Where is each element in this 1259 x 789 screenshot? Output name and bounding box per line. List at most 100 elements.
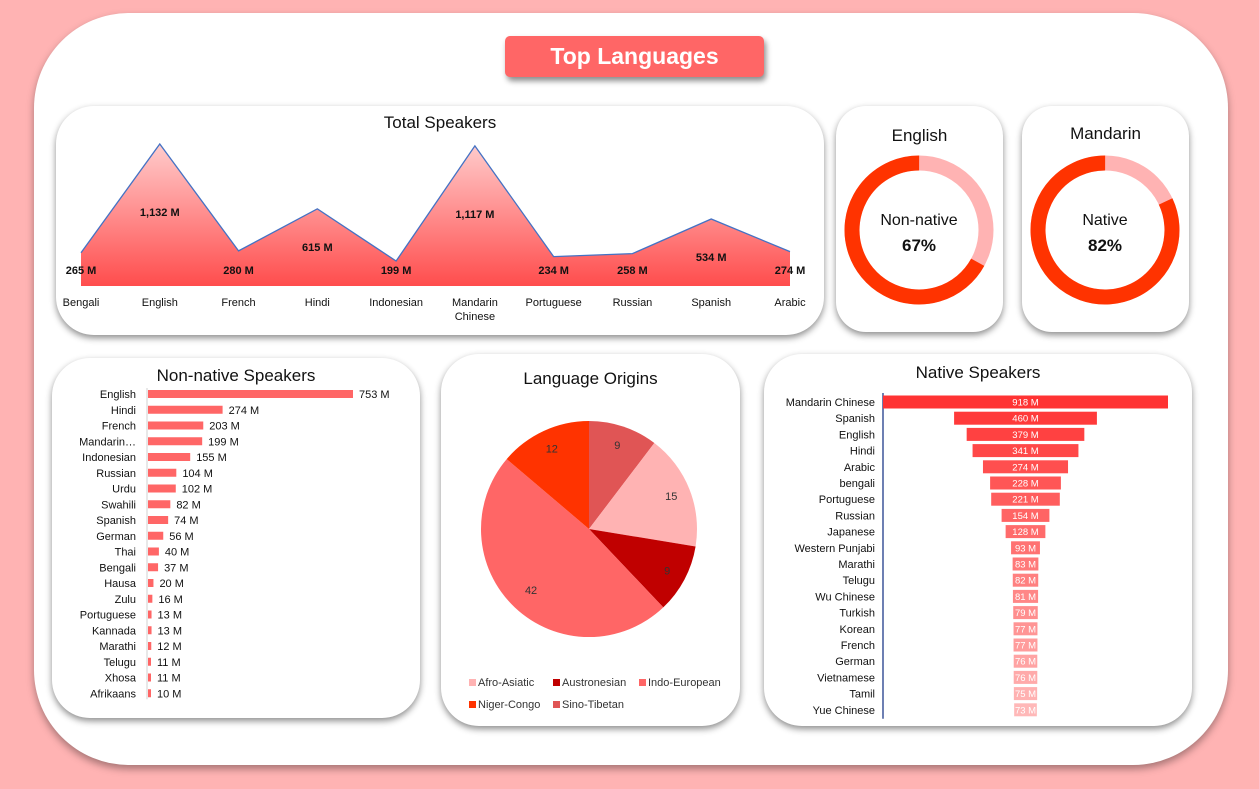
legend-swatch — [469, 679, 476, 686]
bar — [148, 657, 151, 666]
category-label: Spanish — [835, 413, 875, 425]
data-label: 1,117 M — [455, 209, 494, 221]
pie-slice — [589, 529, 696, 608]
data-label: 83 M — [1015, 560, 1036, 571]
data-label: 203 M — [209, 421, 240, 433]
bar — [1013, 687, 1038, 701]
bar — [148, 563, 159, 572]
bar — [1013, 654, 1038, 668]
bar — [1012, 573, 1039, 587]
data-label: 221 M — [1012, 495, 1038, 506]
legend-label: Afro-Asiatic — [478, 677, 535, 689]
data-label: 1,132 M — [140, 207, 180, 219]
category-label: French — [221, 297, 255, 309]
category-label: Afrikaans — [90, 688, 136, 700]
category-label: Wu Chinese — [815, 591, 875, 603]
data-label: 76 M — [1015, 673, 1036, 684]
category-label: Hindi — [111, 405, 136, 417]
data-label: 341 M — [1012, 446, 1038, 457]
data-label: 13 M — [158, 610, 182, 622]
slice-label: 42 — [525, 585, 537, 597]
category-label: Russian — [96, 468, 136, 480]
bar — [990, 476, 1061, 490]
category-label: Spanish — [691, 297, 731, 309]
category-label: Turkish — [839, 608, 875, 620]
category-label: Mandarin… — [79, 436, 136, 448]
bar — [1013, 638, 1038, 652]
category-label: Russian — [835, 510, 875, 522]
category-label: Tamil — [849, 689, 875, 701]
origins-chart: 9 15 9 42 12 Afro-Asiatic Austronesian Indo-Eur… — [469, 421, 721, 711]
category-label: Bengali — [99, 562, 136, 574]
data-label: 280 M — [223, 265, 254, 277]
category-label: Arabic — [774, 297, 806, 309]
bar — [148, 468, 177, 477]
area-fill — [81, 144, 790, 286]
data-label: 234 M — [538, 265, 569, 277]
data-label: 79 M — [1015, 608, 1036, 619]
data-label: 534 M — [696, 252, 727, 264]
category-label: Portuguese — [819, 494, 875, 506]
data-label: 460 M — [1012, 414, 1038, 425]
category-label: Japanese — [827, 527, 875, 539]
slice-label: 12 — [546, 444, 558, 456]
bar — [1012, 557, 1039, 571]
bar — [883, 395, 1168, 409]
slice-label: 9 — [664, 565, 670, 577]
bar — [148, 390, 353, 398]
bar — [954, 411, 1097, 425]
pie-slice — [480, 459, 664, 637]
data-label: 155 M — [196, 452, 227, 464]
data-label: 82 M — [1015, 576, 1036, 587]
slice-label: 15 — [665, 491, 677, 503]
category-label: English — [839, 429, 875, 441]
donut-segment — [1030, 155, 1180, 305]
origins-card: Language Origins 9 15 9 42 12 Afro-Asiatic Aus… — [441, 354, 740, 726]
category-label: Russian — [613, 297, 653, 309]
data-label: 379 M — [1012, 430, 1038, 441]
data-label: 77 M — [1015, 624, 1036, 635]
data-label: 81 M — [1015, 592, 1036, 603]
non-native-card: Non-native Speakers English 753 M Hindi 274… — [52, 358, 420, 718]
native-card: Native Speakers Mandarin Chinese 918 M Spa… — [764, 354, 1192, 726]
bar — [1013, 670, 1038, 684]
bar — [148, 673, 151, 682]
category-label: Western Punjabi — [794, 543, 875, 555]
bar — [991, 492, 1060, 506]
category-label: Xhosa — [105, 673, 137, 685]
category-label: Korean — [840, 624, 875, 636]
data-label: 37 M — [164, 562, 188, 574]
bar — [148, 642, 152, 650]
bar — [148, 610, 152, 619]
data-label: 12 M — [157, 641, 181, 653]
data-label: 74 M — [174, 515, 198, 527]
category-label: German — [835, 656, 875, 668]
bar — [148, 437, 203, 446]
data-label: 199 M — [208, 436, 239, 448]
total-speakers-title: Total Speakers — [383, 113, 497, 132]
bar — [1011, 541, 1040, 555]
data-label: 274 M — [229, 405, 260, 417]
data-label: 73 M — [1015, 705, 1036, 716]
bar — [1013, 606, 1038, 620]
data-label: 76 M — [1015, 657, 1036, 668]
category-label: Yue Chinese — [813, 705, 875, 717]
category-label: Portuguese — [526, 297, 582, 309]
category-label: Arabic — [844, 462, 876, 474]
category-label: English — [142, 297, 178, 309]
category-label: Vietnamese — [817, 672, 875, 684]
donut-percent: 67% — [902, 236, 936, 255]
data-label: 753 M — [359, 389, 390, 401]
data-label: 274 M — [775, 265, 806, 277]
category-label: Hausa — [104, 578, 137, 590]
data-label: 82 M — [176, 499, 200, 511]
data-label: 11 M — [157, 673, 181, 685]
slice-label: 9 — [614, 440, 620, 452]
donut-label: Native — [1082, 212, 1127, 229]
bar — [148, 500, 171, 509]
bar — [148, 516, 169, 524]
mandarin-donut-chart: Native 82% — [1030, 155, 1180, 305]
category-label: Marathi — [99, 641, 136, 653]
data-label: 265 M — [66, 265, 97, 277]
bar — [148, 421, 204, 430]
